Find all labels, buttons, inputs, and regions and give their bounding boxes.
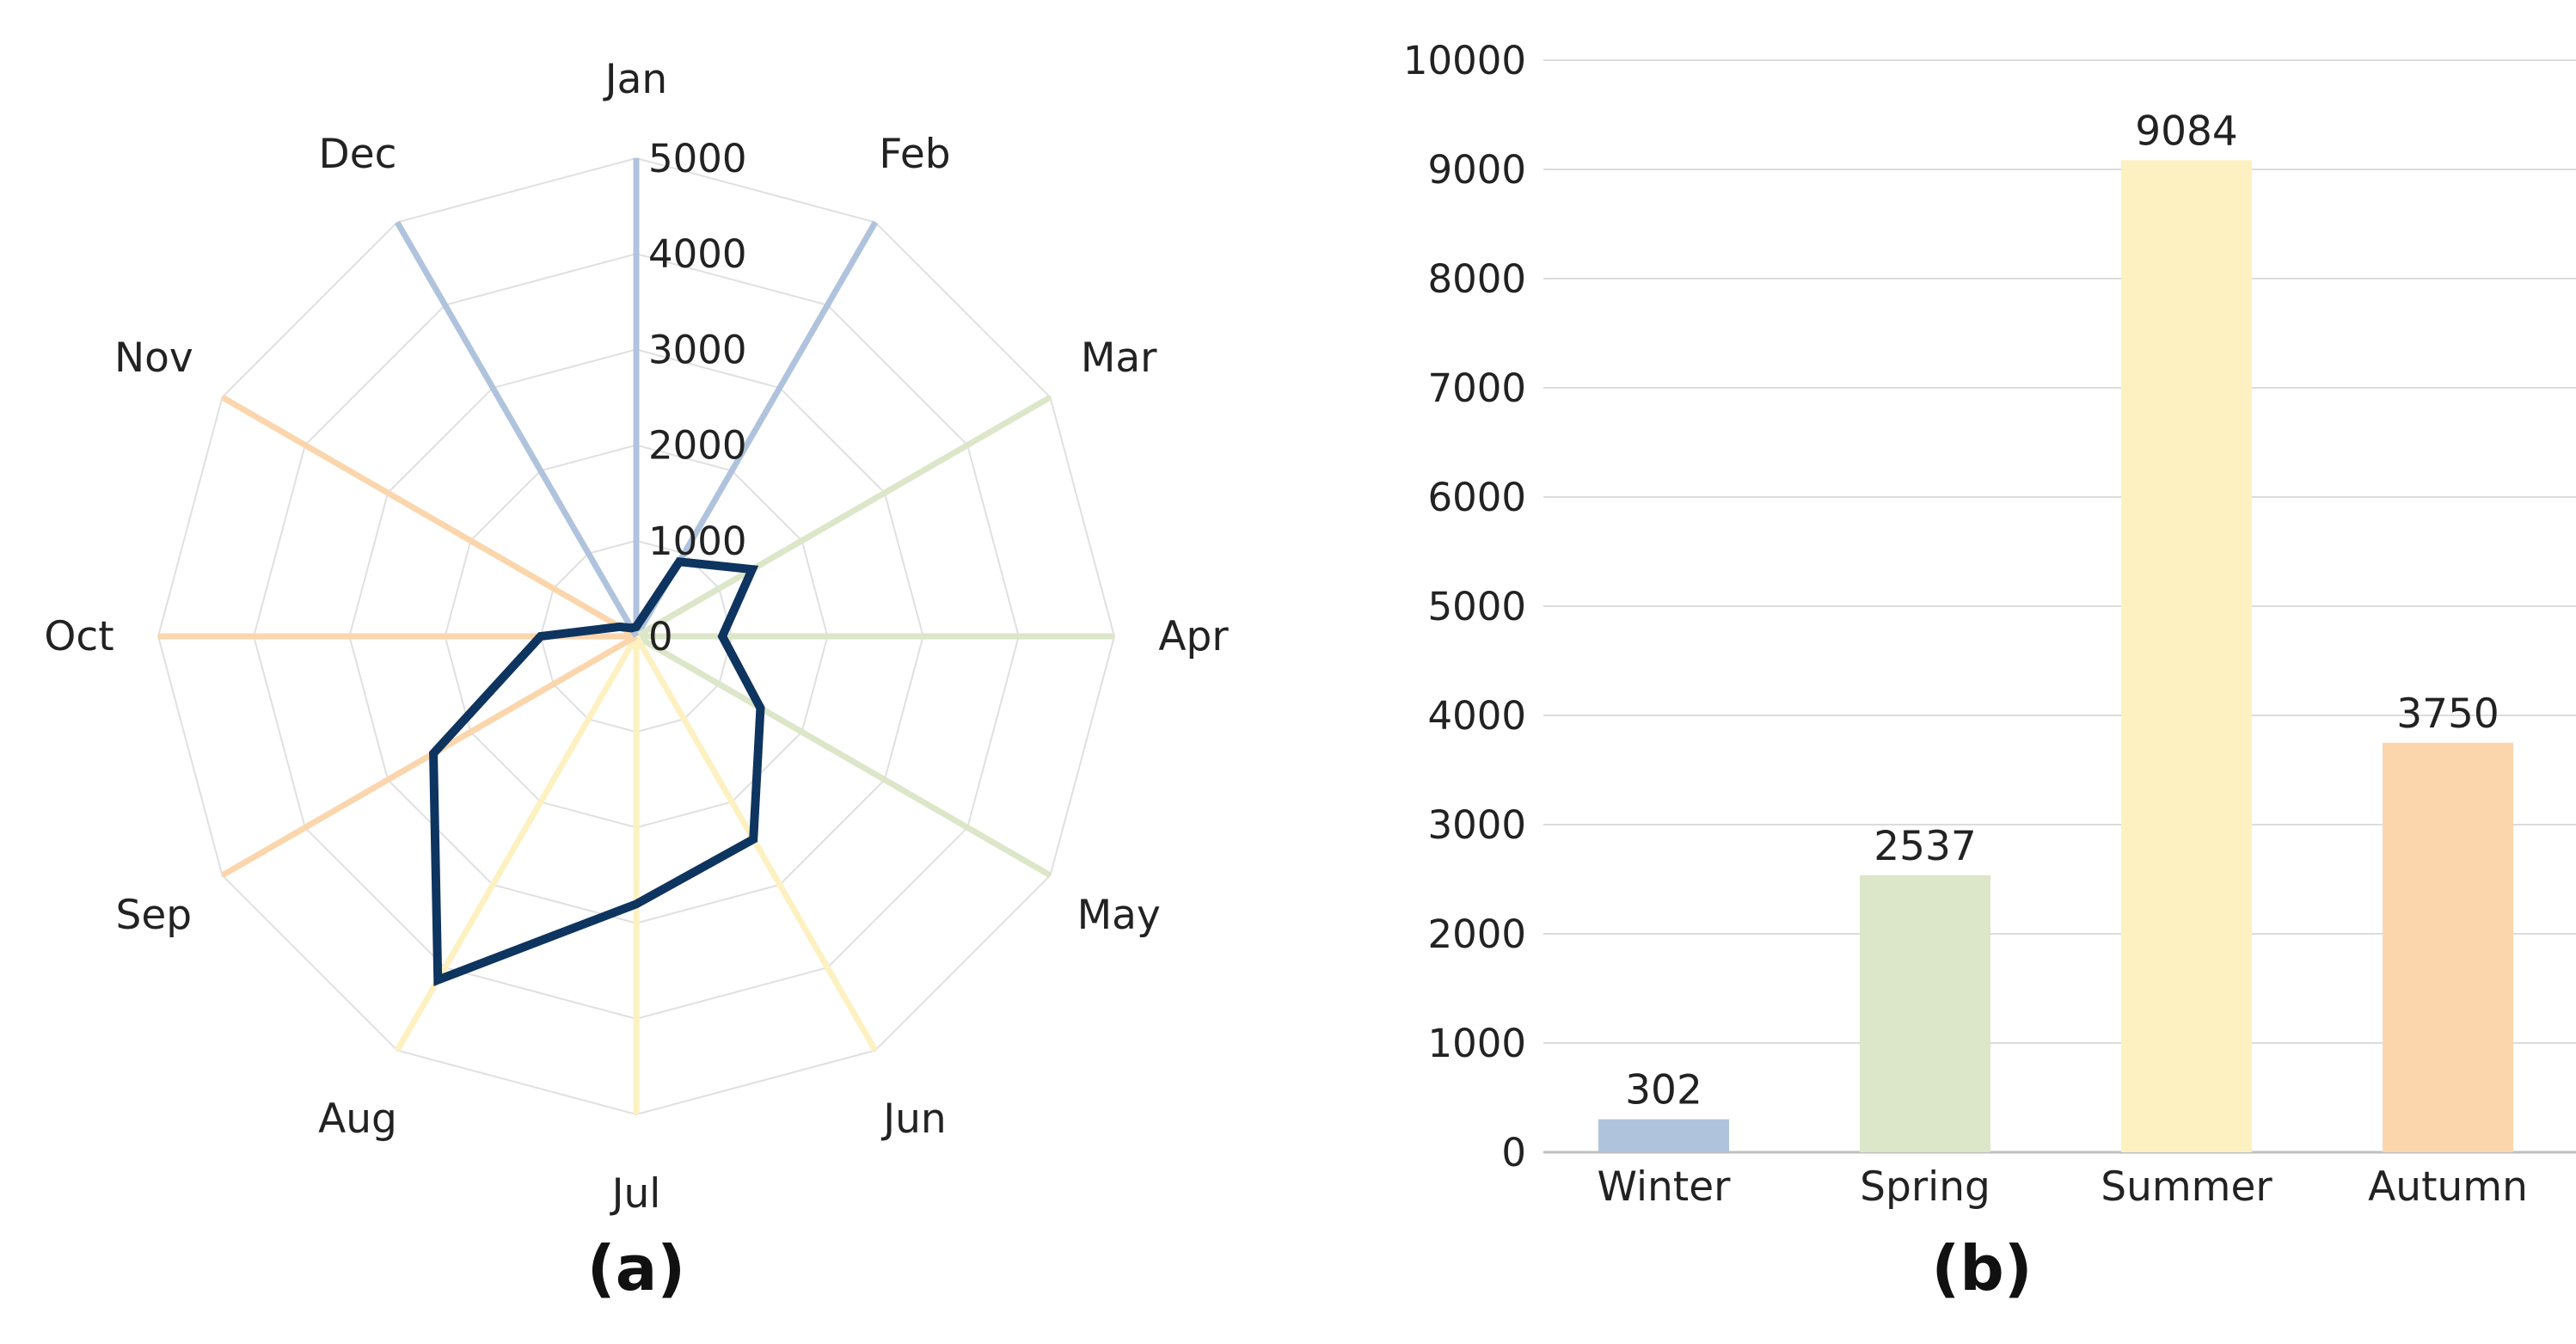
radar-spoke-jun xyxy=(633,635,879,1052)
y-axis-tick-label: 8000 xyxy=(1427,256,1526,302)
radar-tick-label: 1000 xyxy=(648,519,747,564)
y-axis-tick-label: 10000 xyxy=(1403,38,1526,83)
bar-autumn xyxy=(2383,742,2513,1152)
radar-point-sep xyxy=(432,752,436,756)
x-axis-category-label-summer: Summer xyxy=(2101,1163,2272,1211)
radar-category-label-oct: Oct xyxy=(44,613,113,660)
radar-point-mar xyxy=(750,568,754,572)
bar-summer xyxy=(2121,160,2252,1152)
radar-category-label-feb: Feb xyxy=(879,131,950,178)
radar-spoke-mar xyxy=(635,394,1052,640)
radar-point-oct xyxy=(538,635,543,638)
y-axis-tick-label: 9000 xyxy=(1427,147,1526,193)
radar-category-label-mar: Mar xyxy=(1081,334,1157,382)
radar-spoke-nov xyxy=(220,394,638,640)
radar-point-feb xyxy=(678,560,682,564)
radar-tick-label: 2000 xyxy=(648,423,747,469)
bar-data-label-winter: 302 xyxy=(1625,1067,1702,1114)
radar-category-label-may: May xyxy=(1077,892,1161,939)
radar-tick-label: 3000 xyxy=(648,327,747,372)
radar-spoke-may xyxy=(635,633,1052,879)
y-axis-tick-label: 3000 xyxy=(1427,802,1526,848)
radar-point-dec xyxy=(629,626,634,630)
y-axis-tick-label: 1000 xyxy=(1427,1021,1526,1066)
y-axis-tick-label: 2000 xyxy=(1427,911,1526,957)
bar-data-label-summer: 9084 xyxy=(2135,107,2238,155)
radar-point-jun xyxy=(751,837,756,841)
radar-point-nov xyxy=(617,624,622,629)
bar-winter xyxy=(1598,1119,1729,1152)
radar-category-label-jun: Jun xyxy=(880,1095,946,1143)
bar-spring xyxy=(1860,875,1990,1152)
radar-spoke-dec xyxy=(394,220,640,638)
radar-chart: 0 1000 2000 3000 4000 5000 Jan Feb Mar Apr May Jun J… xyxy=(44,56,1229,1218)
x-axis-category-label-winter: Winter xyxy=(1598,1163,1732,1211)
panel-label-a: (a) xyxy=(587,1232,685,1304)
panel-label-b: (b) xyxy=(1931,1232,2032,1304)
radar-point-jul xyxy=(635,902,638,906)
bar-data-label-autumn: 3750 xyxy=(2396,690,2499,738)
y-axis-tick-label: 0 xyxy=(1501,1130,1526,1175)
radar-tick-label: 5000 xyxy=(648,136,747,181)
bar-chart: 0 1000 2000 3000 4000 5000 6000 7000 8000 9000 100… xyxy=(1403,38,2576,1211)
x-axis-category-label-autumn: Autumn xyxy=(2368,1163,2528,1211)
radar-category-label-jul: Jul xyxy=(610,1170,661,1218)
x-axis-category-label-spring: Spring xyxy=(1860,1163,1990,1211)
y-axis-tick-label: 6000 xyxy=(1427,475,1526,520)
radar-tick-label: 4000 xyxy=(648,231,747,277)
radar-tick-label: 0 xyxy=(648,614,673,660)
radar-category-label-dec: Dec xyxy=(319,131,397,178)
y-axis-tick-label: 5000 xyxy=(1427,584,1526,629)
radar-category-label-sep: Sep xyxy=(116,892,193,939)
radar-category-label-apr: Apr xyxy=(1158,613,1229,660)
radar-point-jan xyxy=(635,624,638,629)
y-axis-tick-label: 7000 xyxy=(1427,365,1526,411)
radar-category-label-aug: Aug xyxy=(318,1095,397,1143)
radar-category-label-jan: Jan xyxy=(603,56,667,103)
radar-point-apr xyxy=(721,635,725,638)
y-axis-tick-label: 4000 xyxy=(1427,693,1526,739)
radar-point-aug xyxy=(436,978,440,982)
radar-point-may xyxy=(758,706,763,710)
radar-category-label-nov: Nov xyxy=(114,334,193,382)
bar-data-label-spring: 2537 xyxy=(1874,823,1977,870)
